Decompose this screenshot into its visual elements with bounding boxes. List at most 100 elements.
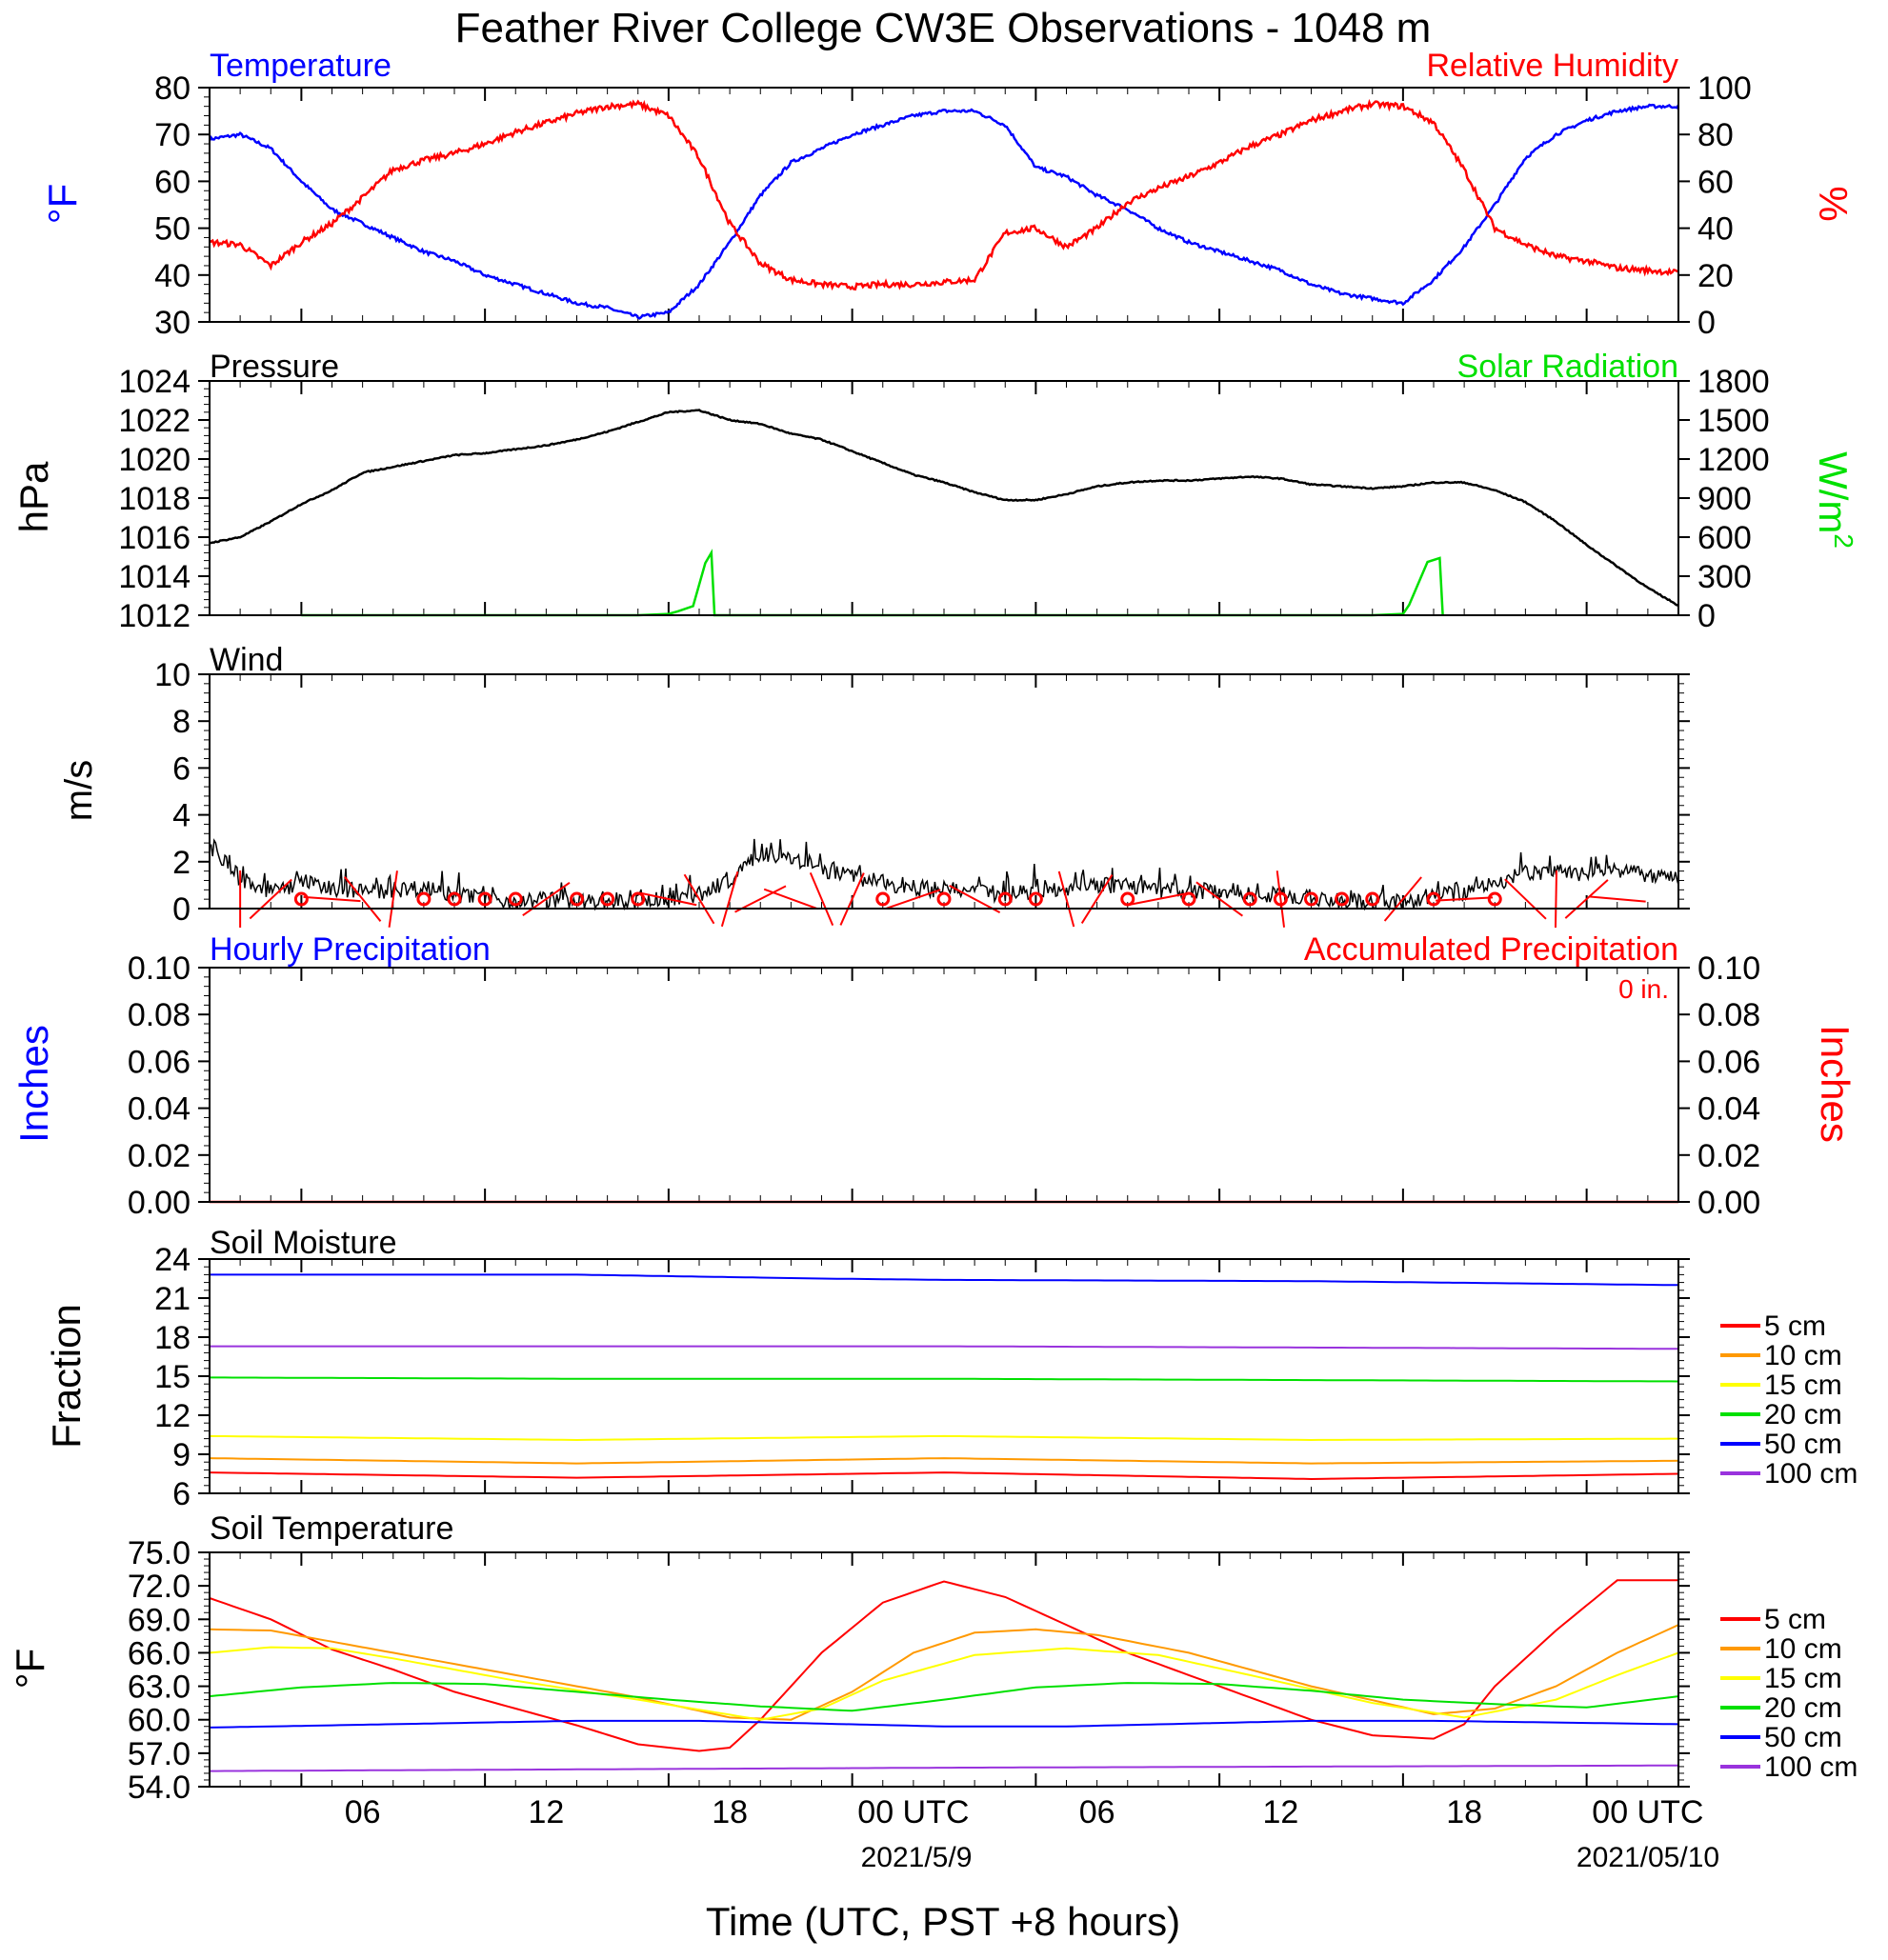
y-tick-label-left: 0.02	[128, 1138, 191, 1174]
series-line-pressure	[209, 409, 1679, 607]
y-tick-label-left: 24	[154, 1242, 191, 1278]
y-tick-label-left: 8	[172, 704, 191, 740]
calm-wind-circle	[1120, 891, 1135, 907]
series-line-50-cm	[210, 1273, 1679, 1287]
y-tick-label-right: 0.06	[1697, 1044, 1760, 1080]
y-tick-label-right: 1800	[1697, 364, 1770, 400]
y-tick-label-left: 0.06	[128, 1044, 191, 1080]
y-tick-label-right: 60	[1697, 164, 1734, 200]
panel1-title-left: Temperature	[210, 48, 392, 84]
y-tick-label-left: 57.0	[128, 1736, 191, 1772]
y-tick-label-right: 300	[1697, 559, 1752, 595]
wind-barb	[1383, 876, 1422, 922]
x-axis-label: Time (UTC, PST +8 hours)	[706, 1899, 1180, 1944]
y-tick-label-left: 70	[154, 117, 191, 153]
y-tick-label-right: 80	[1697, 117, 1734, 153]
calm-wind-circle	[1335, 891, 1350, 907]
y-tick-label-left: 69.0	[128, 1602, 191, 1638]
y-tick-label-left: 18	[154, 1320, 191, 1356]
legend-label: 100 cm	[1764, 1458, 1858, 1490]
y-tick-label-right: 20	[1697, 258, 1734, 294]
wind-barb	[839, 872, 865, 926]
panel-temperature-humidity: Temperature Relative Humidity °F % 30 40 5…	[40, 48, 1856, 341]
y-tick-label-left: 15	[154, 1359, 191, 1395]
wind-barb	[1080, 874, 1114, 924]
calm-wind-circle	[631, 891, 646, 907]
panel3-title-left: Wind	[210, 642, 283, 678]
y-tick-label-left: 9	[172, 1437, 191, 1473]
y-tick-label-left: 1024	[118, 364, 191, 400]
calm-wind-circle	[508, 891, 523, 907]
panel5-title-left: Soil Moisture	[210, 1225, 397, 1261]
legend-label: 15 cm	[1764, 1370, 1842, 1401]
x-tick-label: 06	[345, 1794, 381, 1830]
panel2-ylabel-left: hPa	[11, 461, 56, 532]
wind-barb	[640, 891, 697, 907]
y-tick-label-right: 100	[1697, 70, 1752, 107]
wind-barb	[720, 870, 739, 928]
calm-wind-circle	[600, 891, 615, 907]
y-tick-label-right: 600	[1697, 520, 1752, 556]
series-line-20-cm	[209, 1682, 1679, 1712]
y-tick-label-left: 0.00	[128, 1185, 191, 1221]
y-tick-label-left: 80	[154, 70, 191, 107]
y-tick-label-right: 0.08	[1697, 997, 1760, 1033]
y-tick-label-left: 50	[154, 211, 191, 248]
y-tick-label-left: 1018	[118, 481, 191, 517]
y-tick-label-left: 30	[154, 305, 191, 341]
wind-barb	[388, 870, 398, 928]
panel2-ylabel-right-sup: 2	[1829, 533, 1858, 549]
panel1-title-right: Relative Humidity	[1426, 48, 1678, 84]
y-tick-label-left: 60.0	[128, 1703, 191, 1739]
wind-barb	[1564, 879, 1609, 919]
y-tick-label-right: 40	[1697, 211, 1734, 248]
wind-barb	[886, 889, 941, 910]
series-line-10-cm	[209, 1624, 1679, 1721]
panel2-ylabel-right-main: W/m	[1811, 451, 1856, 533]
y-tick-label-left: 75.0	[128, 1535, 191, 1571]
calm-wind-circle	[1426, 891, 1441, 907]
y-tick-label-left: 40	[154, 258, 191, 294]
y-tick-label-left: 1014	[118, 559, 191, 595]
y-tick-label-right: 0.02	[1697, 1138, 1760, 1174]
series-line-20-cm	[210, 1376, 1679, 1383]
calm-wind-circle	[875, 891, 891, 907]
legend-label: 5 cm	[1764, 1604, 1826, 1635]
panel2-title-right: Solar Radiation	[1457, 349, 1678, 385]
wind-barb	[1057, 870, 1075, 928]
panel6-title-left: Soil Temperature	[210, 1510, 453, 1547]
series-line-15-cm	[209, 1646, 1679, 1721]
date-label-2: 2021/05/10	[1577, 1842, 1719, 1873]
x-tick-label: 12	[528, 1794, 564, 1830]
wind-barb	[249, 878, 292, 920]
y-tick-label-right: 1500	[1697, 403, 1770, 439]
panel1-ylabel-right: %	[1811, 186, 1856, 221]
calm-wind-circle	[936, 891, 952, 907]
series-line-relative-humidity	[209, 98, 1679, 291]
calm-wind-circle	[1487, 891, 1502, 907]
y-tick-label-left: 2	[172, 845, 191, 881]
panel3-frame	[209, 673, 1679, 910]
series-line-50-cm	[209, 1719, 1679, 1729]
legend-label: 15 cm	[1764, 1663, 1842, 1694]
y-tick-label-right: 900	[1697, 481, 1752, 517]
panel4-title-left: Hourly Precipitation	[210, 931, 491, 968]
y-tick-label-left: 72.0	[128, 1569, 191, 1605]
wind-barb	[522, 881, 571, 917]
y-tick-label-right: 1200	[1697, 442, 1770, 478]
panel2-ylabel-right: W/m2	[1811, 451, 1858, 549]
series-line-solar-radiation	[301, 549, 1444, 617]
y-tick-label-left: 0.10	[128, 950, 191, 987]
wind-barb	[1195, 881, 1243, 917]
calm-wind-circle	[1365, 891, 1380, 907]
y-tick-label-left: 0	[172, 891, 191, 928]
panel4-title-right: Accumulated Precipitation	[1304, 931, 1678, 968]
y-tick-label-left: 1012	[118, 598, 191, 634]
wind-barb	[809, 871, 834, 927]
calm-wind-circle	[1304, 891, 1318, 907]
date-label-1: 2021/5/9	[861, 1842, 973, 1873]
calm-wind-circle	[1181, 891, 1196, 907]
x-tick-label: 00 UTC	[857, 1794, 969, 1830]
legend-label: 10 cm	[1764, 1340, 1842, 1371]
